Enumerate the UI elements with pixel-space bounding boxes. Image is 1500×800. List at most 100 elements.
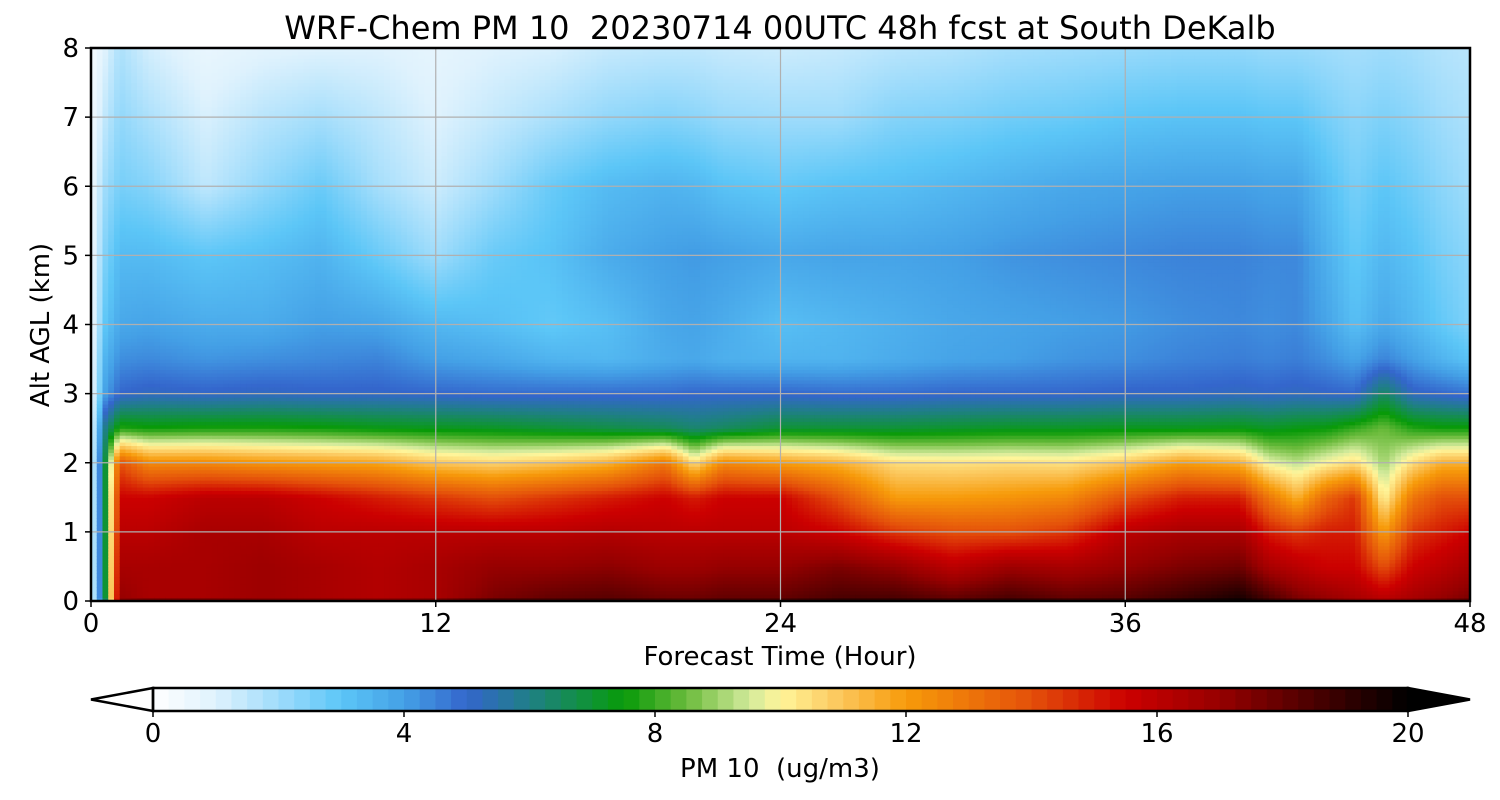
heatmap-cell [160, 290, 166, 294]
heatmap-cell [189, 141, 195, 145]
heatmap-cell [189, 511, 195, 515]
heatmap-cell [263, 124, 269, 128]
heatmap-cell [235, 190, 241, 194]
heatmap-cell [200, 297, 206, 301]
heatmap-cell [194, 290, 200, 294]
heatmap-cell [108, 518, 114, 522]
heatmap-cell [108, 159, 114, 163]
heatmap-cell [120, 577, 126, 581]
heatmap-cell [148, 162, 154, 166]
heatmap-cell [212, 418, 218, 422]
heatmap-cell [171, 445, 177, 449]
heatmap-cell [235, 380, 241, 384]
heatmap-cell [131, 242, 137, 246]
heatmap-cell [200, 463, 206, 467]
heatmap-cell [143, 269, 149, 273]
heatmap-cell [223, 494, 229, 498]
heatmap-cell [97, 418, 103, 422]
heatmap-cell [252, 566, 258, 570]
heatmap-cell [183, 186, 189, 190]
heatmap-cell [97, 186, 103, 190]
heatmap-cell [223, 363, 229, 367]
heatmap-cell [97, 425, 103, 429]
heatmap-cell [223, 383, 229, 387]
heatmap-cell [194, 325, 200, 329]
heatmap-cell [114, 152, 120, 156]
heatmap-cell [200, 401, 206, 405]
heatmap-cell [258, 490, 264, 494]
heatmap-cell [108, 566, 114, 570]
heatmap-cell [108, 466, 114, 470]
heatmap-cell [240, 262, 246, 266]
heatmap-cell [200, 217, 206, 221]
heatmap-cell [143, 207, 149, 211]
heatmap-cell [154, 335, 160, 339]
heatmap-cell [206, 345, 212, 349]
heatmap-cell [131, 335, 137, 339]
heatmap-cell [120, 490, 126, 494]
heatmap-cell [166, 435, 172, 439]
heatmap-cell [160, 297, 166, 301]
heatmap-cell [160, 245, 166, 249]
heatmap-cell [171, 401, 177, 405]
heatmap-cell [120, 200, 126, 204]
heatmap-cell [240, 169, 246, 173]
heatmap-cell [183, 573, 189, 577]
heatmap-cell [263, 297, 269, 301]
heatmap-cell [183, 411, 189, 415]
heatmap-cell [131, 480, 137, 484]
heatmap-cell [125, 380, 131, 384]
heatmap-cell [97, 300, 103, 304]
heatmap-cell [206, 96, 212, 100]
heatmap-cell [143, 549, 149, 553]
heatmap-cell [189, 325, 195, 329]
heatmap-cell [189, 480, 195, 484]
heatmap-cell [217, 283, 223, 287]
heatmap-cell [177, 96, 183, 100]
heatmap-cell [183, 549, 189, 553]
heatmap-cell [120, 549, 126, 553]
heatmap-cell [143, 224, 149, 228]
heatmap-cell [120, 504, 126, 508]
heatmap-cell [200, 511, 206, 515]
heatmap-cell [137, 214, 143, 218]
heatmap-cell [183, 449, 189, 453]
heatmap-cell [154, 235, 160, 239]
heatmap-cell [223, 584, 229, 588]
heatmap-cell [154, 418, 160, 422]
heatmap-cell [189, 352, 195, 356]
heatmap-cell [246, 445, 252, 449]
heatmap-cell [154, 134, 160, 138]
heatmap-cell [97, 152, 103, 156]
heatmap-cell [97, 345, 103, 349]
heatmap-cell [160, 428, 166, 432]
heatmap-cell [206, 494, 212, 498]
heatmap-cell [217, 245, 223, 249]
heatmap-cell [125, 356, 131, 360]
heatmap-cell [148, 307, 154, 311]
heatmap-cell [143, 504, 149, 508]
heatmap-cell [194, 280, 200, 284]
heatmap-cell [120, 380, 126, 384]
heatmap-cell [120, 435, 126, 439]
heatmap-cell [154, 383, 160, 387]
heatmap-cell [223, 131, 229, 135]
heatmap-cell [189, 577, 195, 581]
heatmap-cell [200, 539, 206, 543]
heatmap-cell [166, 141, 172, 145]
heatmap-cell [183, 539, 189, 543]
heatmap-cell [97, 159, 103, 163]
heatmap-cell [114, 335, 120, 339]
heatmap-cell [217, 103, 223, 107]
heatmap-cell [229, 584, 235, 588]
heatmap-cell [223, 345, 229, 349]
heatmap-cell [166, 79, 172, 83]
heatmap-cell [235, 300, 241, 304]
heatmap-cell [97, 342, 103, 346]
heatmap-cell [171, 573, 177, 577]
heatmap-cell [212, 522, 218, 526]
heatmap-cell [258, 352, 264, 356]
heatmap-cell [154, 89, 160, 93]
heatmap-cell [102, 58, 108, 62]
heatmap-cell [223, 418, 229, 422]
